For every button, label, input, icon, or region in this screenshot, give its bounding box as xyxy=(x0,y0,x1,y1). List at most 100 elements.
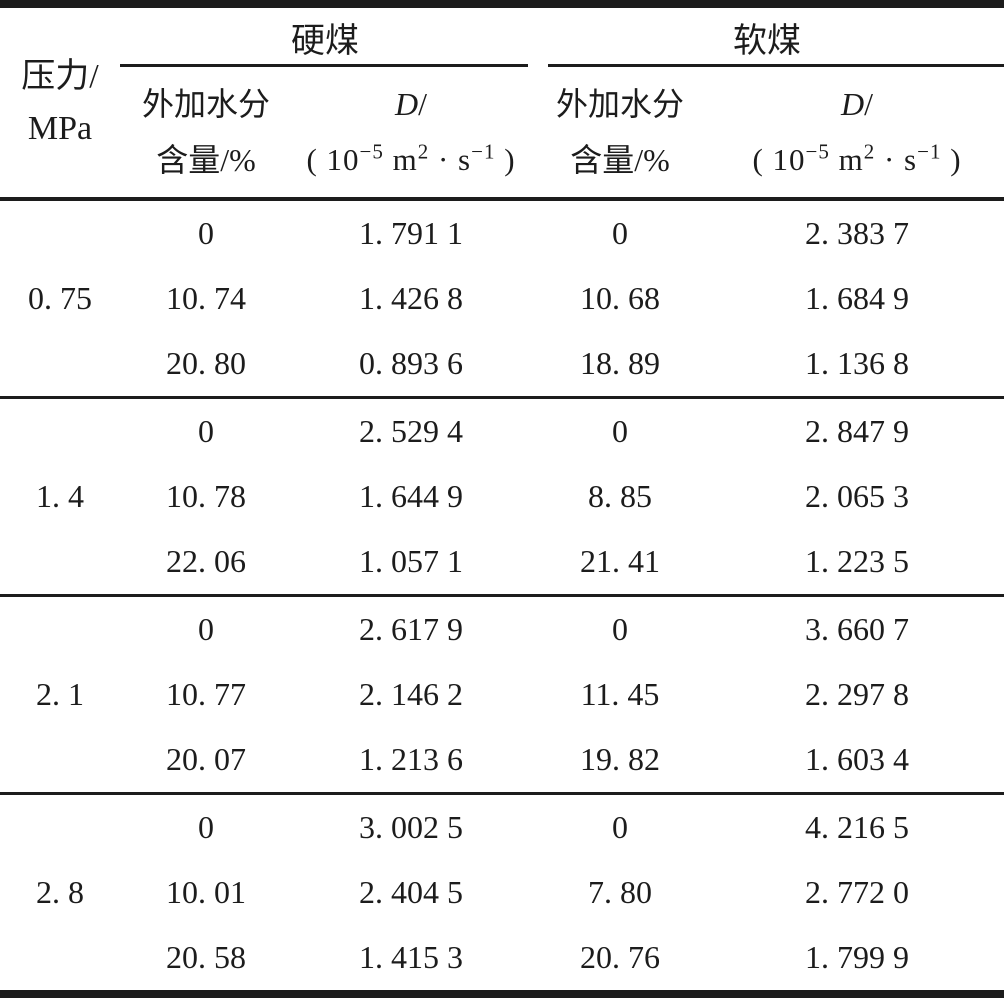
hard-d-value: 2. 146 2 xyxy=(359,676,463,712)
table-row: 22. 06 1. 057 1 21. 41 1. 223 5 xyxy=(0,529,1004,596)
table-row: 1. 4 0 2. 529 4 0 2. 847 9 xyxy=(0,398,1004,514)
soft-moisture-value: 19. 82 xyxy=(580,741,660,777)
table-row: 0. 75 0 1. 791 1 0 2. 383 7 xyxy=(0,199,1004,316)
hard-moisture-value: 20. 07 xyxy=(166,741,246,777)
soft-moisture-value: 0 xyxy=(612,809,628,845)
pressure-column-header: 压力/ MPa xyxy=(0,4,120,199)
soft-d-value: 4. 216 5 xyxy=(805,809,909,845)
moisture-header-line1: 外加水分 xyxy=(141,86,270,122)
moisture-header-line2: 含量/% xyxy=(156,142,256,178)
pressure-value: 0. 75 xyxy=(28,280,92,316)
unit-square: 2 xyxy=(417,139,430,164)
d-header-symbol-line: D/ xyxy=(710,76,1004,132)
hard-d-value: 0. 893 6 xyxy=(359,345,463,381)
pressure-header-line1: 压力/ xyxy=(21,57,99,95)
pressure-group-0-75: 0. 75 0 1. 791 1 0 2. 383 7 10. 74 1. 42… xyxy=(0,199,1004,398)
hard-d-value: 2. 617 9 xyxy=(359,611,463,647)
d-slash: / xyxy=(864,86,873,122)
unit-close: ) xyxy=(941,142,962,177)
hard-moisture-value: 20. 58 xyxy=(166,939,246,975)
hard-moisture-value: 0 xyxy=(198,413,214,449)
soft-moisture-value: 20. 76 xyxy=(580,939,660,975)
moisture-header-line2: 含量/% xyxy=(570,142,670,178)
hard-d-value: 1. 057 1 xyxy=(359,543,463,579)
hard-moisture-value: 20. 80 xyxy=(166,345,246,381)
unit-dot-s: · s xyxy=(875,142,918,177)
soft-moisture-value: 8. 85 xyxy=(588,478,652,514)
hard-coal-group-header: 硬煤 xyxy=(120,4,530,67)
table-header: 压力/ MPa 硬煤 软煤 外加水分 含量/% D/ ( 10−5 m2 · s… xyxy=(0,4,1004,199)
hard-d-column-header: D/ ( 10−5 m2 · s−1 ) xyxy=(292,67,530,199)
unit-square: 2 xyxy=(863,139,876,164)
soft-moisture-value: 18. 89 xyxy=(580,345,660,381)
soft-moisture-value: 0 xyxy=(612,413,628,449)
soft-moisture-value: 11. 45 xyxy=(580,676,660,712)
unit-exponent: −5 xyxy=(805,139,830,164)
hard-moisture-value: 0 xyxy=(198,215,214,251)
soft-moisture-value: 10. 68 xyxy=(580,280,660,316)
unit-open: ( 10 xyxy=(752,142,806,177)
pressure-value: 1. 4 xyxy=(36,478,84,514)
hard-moisture-value: 10. 78 xyxy=(166,478,246,514)
d-unit-line: ( 10−5 m2 · s−1 ) xyxy=(292,132,530,188)
soft-d-value: 2. 065 3 xyxy=(805,478,909,514)
hard-d-value: 1. 791 1 xyxy=(359,215,463,251)
soft-d-value: 2. 297 8 xyxy=(805,676,909,712)
d-symbol: D xyxy=(841,86,865,122)
table-row: 20. 07 1. 213 6 19. 82 1. 603 4 xyxy=(0,727,1004,794)
hard-d-value: 1. 644 9 xyxy=(359,478,463,514)
table-row: 2. 1 0 2. 617 9 0 3. 660 7 xyxy=(0,596,1004,712)
unit-m: m xyxy=(829,142,864,177)
soft-moisture-value: 21. 41 xyxy=(580,543,660,579)
pressure-value: 2. 8 xyxy=(36,874,84,910)
hard-d-value: 1. 426 8 xyxy=(359,280,463,316)
unit-dot-s: · s xyxy=(429,142,472,177)
hard-moisture-value: 10. 01 xyxy=(166,874,246,910)
soft-d-value: 1. 684 9 xyxy=(805,280,909,316)
hard-moisture-value: 10. 74 xyxy=(166,280,246,316)
soft-d-value: 2. 772 0 xyxy=(805,874,909,910)
pressure-group-2-8: 2. 8 0 3. 002 5 0 4. 216 5 10. 01 2. 404… xyxy=(0,794,1004,995)
table-row: 10. 74 1. 426 8 10. 68 1. 684 9 xyxy=(0,266,1004,331)
soft-moisture-column-header: 外加水分 含量/% xyxy=(530,67,710,199)
table-row: 10. 01 2. 404 5 7. 80 2. 772 0 xyxy=(0,860,1004,925)
pressure-value: 2. 1 xyxy=(36,676,84,712)
hard-d-value: 1. 213 6 xyxy=(359,741,463,777)
d-unit-line: ( 10−5 m2 · s−1 ) xyxy=(710,132,1004,188)
unit-inverse: −1 xyxy=(917,139,942,164)
table-row: 10. 77 2. 146 2 11. 45 2. 297 8 xyxy=(0,662,1004,727)
hard-d-value: 2. 404 5 xyxy=(359,874,463,910)
hard-moisture-value: 0 xyxy=(198,611,214,647)
pressure-header-line2: MPa xyxy=(27,109,93,147)
soft-coal-group-header: 软煤 xyxy=(530,4,1004,67)
moisture-header-line1: 外加水分 xyxy=(555,86,684,122)
soft-d-value: 1. 799 9 xyxy=(805,939,909,975)
table-row: 2. 8 0 3. 002 5 0 4. 216 5 xyxy=(0,794,1004,910)
soft-d-value: 3. 660 7 xyxy=(805,611,909,647)
table-row: 10. 78 1. 644 9 8. 85 2. 065 3 xyxy=(0,464,1004,529)
hard-moisture-value: 0 xyxy=(198,809,214,845)
hard-d-value: 2. 529 4 xyxy=(359,413,463,449)
unit-exponent: −5 xyxy=(359,139,384,164)
d-slash: / xyxy=(418,86,427,122)
d-symbol: D xyxy=(395,86,419,122)
unit-close: ) xyxy=(495,142,516,177)
soft-d-value: 1. 223 5 xyxy=(805,543,909,579)
unit-m: m xyxy=(383,142,418,177)
unit-inverse: −1 xyxy=(471,139,496,164)
d-header-symbol-line: D/ xyxy=(292,76,530,132)
soft-moisture-value: 0 xyxy=(612,611,628,647)
pressure-group-2-1: 2. 1 0 2. 617 9 0 3. 660 7 10. 77 2. 146… xyxy=(0,596,1004,794)
soft-d-column-header: D/ ( 10−5 m2 · s−1 ) xyxy=(710,67,1004,199)
soft-moisture-value: 7. 80 xyxy=(588,874,652,910)
pressure-group-1-4: 1. 4 0 2. 529 4 0 2. 847 9 10. 78 1. 644… xyxy=(0,398,1004,596)
table-row: 20. 58 1. 415 3 20. 76 1. 799 9 xyxy=(0,925,1004,994)
hard-d-value: 3. 002 5 xyxy=(359,809,463,845)
hard-moisture-value: 22. 06 xyxy=(166,543,246,579)
soft-d-value: 1. 136 8 xyxy=(805,345,909,381)
table-row: 20. 80 0. 893 6 18. 89 1. 136 8 xyxy=(0,331,1004,398)
hard-d-value: 1. 415 3 xyxy=(359,939,463,975)
soft-moisture-value: 0 xyxy=(612,215,628,251)
